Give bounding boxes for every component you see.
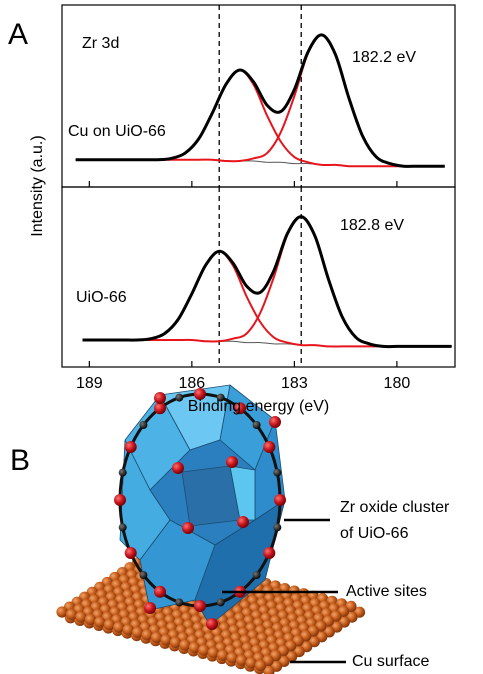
oxygen-atom [154, 585, 166, 598]
carbon-atom [273, 523, 282, 532]
spectrum-line [75, 33, 445, 168]
oxygen-atom [144, 602, 156, 614]
carbon-atom [216, 598, 225, 607]
oxygen-atom [114, 494, 126, 506]
oxygen-atom [263, 441, 276, 453]
cu-atom [103, 619, 115, 631]
cu-atom [132, 626, 144, 639]
cu-atom [122, 624, 134, 636]
x-axis-label: Binding energy (eV) [188, 398, 329, 415]
cu-atom [56, 606, 68, 618]
x-tick-label: 183 [281, 375, 308, 392]
oxygen-atom [226, 456, 238, 468]
x-tick-label: 186 [179, 375, 206, 392]
cu-atom [217, 649, 229, 661]
cu-atom [150, 631, 163, 644]
panel-label: B [10, 444, 30, 477]
oxygen-atom [206, 618, 218, 630]
carbon-atom [175, 598, 184, 607]
annotation: 182.8 eV [340, 217, 404, 234]
carbon-atom [252, 571, 261, 579]
zr-oxide-cluster [114, 384, 286, 630]
carbon-atom [118, 523, 127, 532]
cu-atom [113, 621, 125, 633]
cu-atom [169, 636, 182, 649]
spectrum-line [82, 215, 452, 349]
oxygen-atom [154, 402, 166, 415]
oxygen-atom [274, 494, 286, 506]
cu-atom [65, 608, 78, 621]
oxygen-atom [237, 516, 249, 528]
annotation: UiO-66 [76, 289, 127, 306]
cu-atom [207, 647, 219, 659]
cu-atom [188, 642, 200, 654]
carbon-atom [139, 571, 148, 579]
cu-atom [198, 644, 210, 656]
cu-atom [94, 616, 106, 628]
x-tick-label: 189 [76, 375, 103, 392]
carbon-atom [139, 421, 148, 429]
cu-atom [75, 611, 87, 623]
carbon-atom [273, 468, 282, 477]
oxygen-atom [269, 416, 281, 428]
carbon-atom [175, 393, 184, 402]
carbon-atom [118, 468, 127, 477]
x-tick-label: 180 [384, 375, 411, 392]
annotation: Zr 3d [82, 35, 119, 52]
oxygen-atom [263, 547, 276, 559]
carbon-atom [216, 393, 225, 402]
plot-frame [61, 186, 456, 368]
y-axis-label: Intensity (a.u.) [29, 135, 46, 236]
cluster-label: Zr oxide cluster [340, 499, 450, 516]
oxygen-atom [234, 402, 246, 415]
cu-atom [226, 652, 238, 664]
cu-atom [84, 614, 96, 626]
spectrum-line [75, 69, 445, 168]
cluster-label: of UiO-66 [340, 525, 409, 542]
oxygen-atom [182, 522, 194, 534]
cu-atom [179, 639, 191, 651]
oxygen-atom [194, 600, 206, 612]
facet [229, 465, 256, 521]
oxygen-atom [194, 388, 206, 400]
cu-atom [236, 654, 248, 667]
cu-atom [160, 634, 172, 646]
cu-atom [263, 665, 275, 674]
oxygen-atom [124, 441, 137, 453]
annotation: Cu on UiO-66 [68, 123, 166, 140]
oxygen-atom [172, 462, 184, 474]
oxygen-atom [154, 392, 166, 404]
carbon-atom [252, 421, 261, 429]
cu-atom [245, 657, 257, 669]
sites-label: Active sites [346, 583, 427, 600]
cu-atom [141, 629, 153, 641]
surface-label: Cu surface [352, 653, 429, 670]
oxygen-atom [124, 547, 137, 559]
panel-label: A [8, 18, 28, 51]
cu-atom [254, 659, 267, 672]
annotation: 182.2 eV [352, 49, 416, 66]
